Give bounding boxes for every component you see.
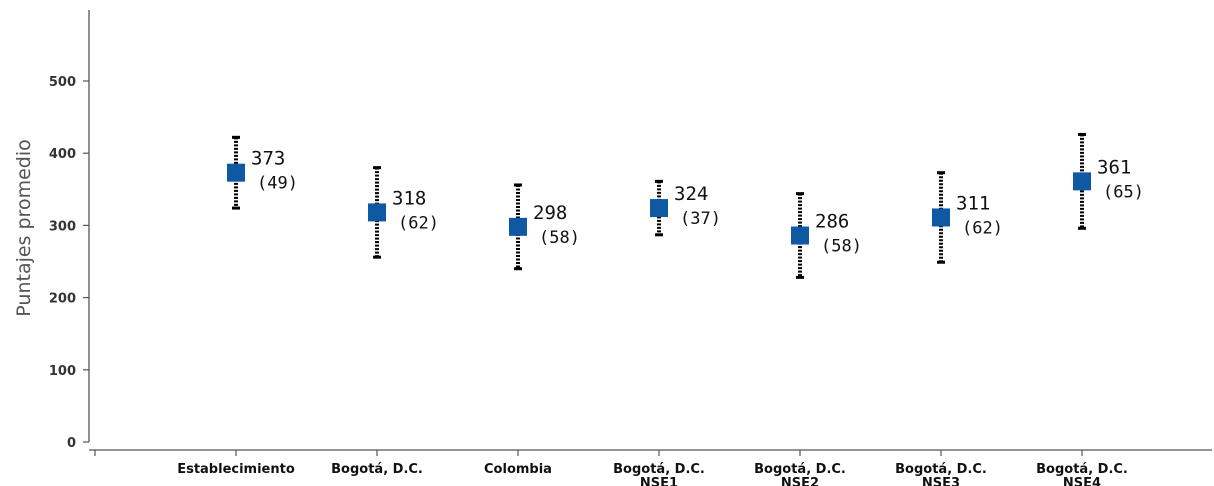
x-tick-label: Colombia	[484, 462, 552, 477]
sd-value-label: (58)	[821, 237, 862, 257]
x-tick-label-line: Bogotá, D.C.	[1036, 462, 1128, 477]
sd-value-label: (37)	[680, 209, 721, 229]
x-axis-ticks: Establecimiento Bogotá, D.C. Colombia Bogot…	[94, 450, 1128, 486]
y-tick-label: 0	[67, 436, 76, 451]
axes	[88, 10, 1212, 451]
data-marks: 373 (49) 318 (62) 298 (58) 324 (37) 286 (58) 311 (6…	[227, 132, 1144, 279]
mean-value-label: 298	[533, 202, 567, 224]
sd-value-label: (62)	[962, 218, 1003, 238]
mean-marker	[791, 226, 809, 245]
y-tick-label: 100	[49, 364, 76, 379]
x-tick-label-line: NSE2	[781, 476, 819, 486]
mean-marker	[368, 203, 386, 222]
y-axis-title: Puntajes promedio	[13, 139, 35, 316]
mean-value-label: 324	[674, 183, 708, 205]
sd-value-label: (62)	[398, 213, 439, 233]
mean-marker	[509, 217, 527, 236]
y-tick-label: 500	[49, 75, 76, 90]
x-tick-label: Bogotá, D.C.	[331, 462, 423, 477]
x-tick-label-line: Bogotá, D.C.	[331, 462, 423, 477]
x-tick-label-line: Colombia	[484, 462, 552, 477]
x-tick-label-line: Bogotá, D.C.	[895, 462, 987, 477]
sd-value-label: (65)	[1103, 182, 1144, 202]
mean-marker	[932, 208, 950, 227]
mean-marker	[1073, 172, 1091, 191]
mean-marker	[650, 199, 668, 218]
x-tick-label-line: NSE4	[1063, 476, 1101, 486]
x-tick-label-line: NSE3	[922, 476, 960, 486]
x-tick-label: Bogotá, D.C. NSE1	[613, 462, 705, 486]
y-tick-label: 200	[49, 292, 76, 307]
mean-value-label: 373	[251, 148, 285, 170]
y-axis-ticks: 0 100 200 300 400 500	[49, 75, 89, 451]
y-tick-label: 400	[49, 147, 76, 162]
mean-value-label: 311	[956, 192, 990, 214]
y-tick-label: 300	[49, 219, 76, 234]
x-tick-label: Bogotá, D.C. NSE3	[895, 462, 987, 486]
sd-value-label: (58)	[539, 228, 580, 248]
mean-value-label: 361	[1097, 156, 1131, 178]
x-tick-label: Establecimiento	[177, 462, 295, 477]
x-tick-label-line: Bogotá, D.C.	[613, 462, 705, 477]
sd-value-label: (49)	[257, 174, 298, 194]
mean-value-label: 318	[392, 187, 426, 209]
x-tick-label: Bogotá, D.C. NSE2	[754, 462, 846, 486]
mean-marker	[227, 163, 245, 182]
mean-value-label: 286	[815, 211, 849, 233]
x-tick-label: Bogotá, D.C. NSE4	[1036, 462, 1128, 486]
x-tick-label-line: Establecimiento	[177, 462, 295, 477]
x-tick-label-line: Bogotá, D.C.	[754, 462, 846, 477]
x-tick-label-line: NSE1	[640, 476, 678, 486]
